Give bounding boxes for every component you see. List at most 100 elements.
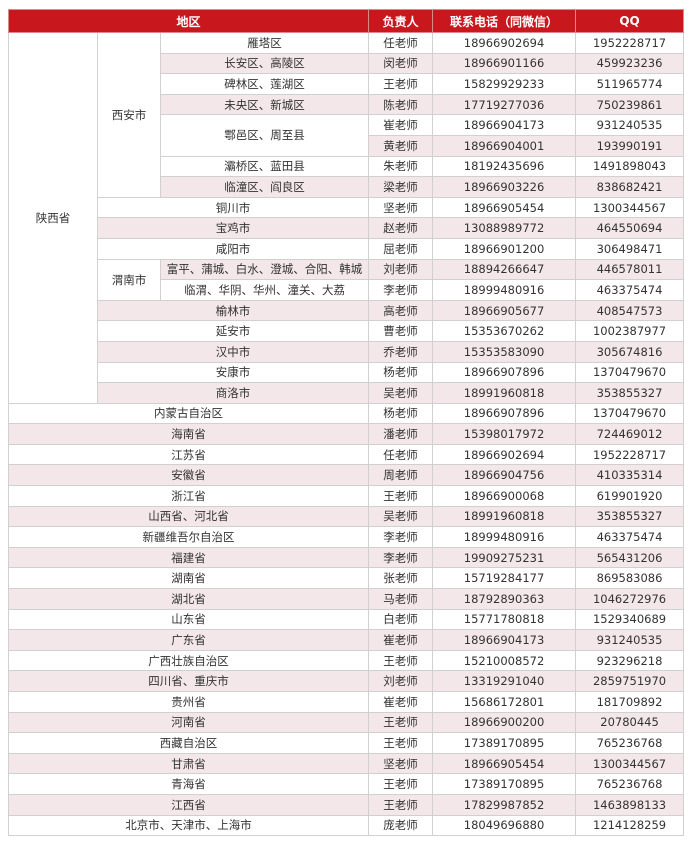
contact-person: 刘老师 — [368, 258, 434, 281]
header-row: 地区 负责人 联系电话（同微信） QQ — [7, 9, 685, 33]
table-row: 延安市 曹老师 15353670262 1002387977 — [9, 320, 685, 342]
qq: 464550694 — [575, 217, 685, 239]
region-level-1: 湖南省 — [7, 567, 370, 590]
table-row: 海南省 潘老师 15398017972 724469012 — [7, 423, 685, 445]
qq: 459923236 — [575, 52, 685, 75]
phone: 18966902694 — [432, 443, 577, 466]
region-level-1: 新疆维吾尔自治区 — [7, 526, 370, 548]
qq: 1046272976 — [575, 588, 685, 610]
qq: 765236768 — [575, 732, 685, 754]
phone: 18966903226 — [432, 176, 577, 198]
phone: 18966905454 — [432, 196, 577, 219]
contact-person: 朱老师 — [368, 155, 434, 178]
contact-person: 王老师 — [368, 649, 434, 672]
qq: 305674816 — [575, 340, 685, 363]
table-row: 灞桥区、蓝田县 朱老师 18192435696 1491898043 — [9, 155, 685, 178]
contact-person: 赵老师 — [368, 217, 434, 239]
region-level-1: 甘肃省 — [7, 752, 370, 775]
contact-person: 高老师 — [368, 299, 434, 322]
qq: 1463898133 — [575, 793, 685, 816]
region-level-1: 广东省 — [7, 629, 370, 651]
region-level-3: 长安区、高陵区 — [159, 52, 370, 75]
region-level-3: 临渭、华阴、华州、潼关、大荔 — [159, 279, 370, 301]
table-row: 青海省 王老师 17389170895 765236768 — [7, 773, 685, 795]
region-level-1: 江苏省 — [7, 443, 370, 466]
region-level-3: 雁塔区 — [159, 32, 370, 54]
region-level-1: 江西省 — [7, 793, 370, 816]
region-level-1: 海南省 — [7, 423, 370, 445]
phone: 18966901166 — [432, 52, 577, 75]
phone: 17389170895 — [432, 732, 577, 754]
phone: 19909275231 — [432, 546, 577, 569]
phone: 18792890363 — [432, 588, 577, 610]
region-level-2: 汉中市 — [96, 340, 370, 363]
region-level-1: 贵州省 — [7, 691, 370, 713]
region-level-2: 商洛市 — [96, 382, 370, 404]
contact-person: 王老师 — [368, 711, 434, 734]
phone: 18999480916 — [432, 526, 577, 548]
table-row: 湖南省 张老师 15719284177 869583086 — [7, 567, 685, 590]
contact-person: 马老师 — [368, 588, 434, 610]
table-row: 江苏省 任老师 18966902694 1952228717 — [7, 443, 685, 466]
qq: 1491898043 — [575, 155, 685, 178]
region-level-1: 青海省 — [7, 773, 370, 795]
phone: 17829987852 — [432, 793, 577, 816]
table-row: 广东省 崔老师 18966904173 931240535 — [7, 629, 685, 651]
qq: 306498471 — [575, 237, 685, 260]
table-row: 长安区、高陵区 闵老师 18966901166 459923236 — [9, 52, 685, 75]
qq: 869583086 — [575, 567, 685, 590]
qq: 20780445 — [575, 711, 685, 734]
contact-person: 任老师 — [368, 32, 434, 54]
qq: 1214128259 — [575, 814, 685, 837]
qq: 931240535 — [575, 629, 685, 651]
table-row: 河南省 王老师 18966900200 20780445 — [7, 711, 685, 734]
contact-person: 吴老师 — [368, 505, 434, 528]
contact-person: 崔老师 — [368, 114, 434, 136]
contact-person: 屈老师 — [368, 237, 434, 260]
table-row: 碑林区、莲湖区 王老师 15829929233 511965774 — [9, 73, 685, 95]
header-cell: QQ — [575, 9, 685, 33]
region-level-1: 湖北省 — [7, 588, 370, 610]
table-row: 内蒙古自治区 杨老师 18966907896 1370479670 — [7, 402, 685, 425]
contact-person: 刘老师 — [368, 670, 434, 692]
region-level-1: 河南省 — [7, 711, 370, 734]
qq: 765236768 — [575, 773, 685, 795]
table-row: 安康市 杨老师 18966907896 1370479670 — [9, 361, 685, 384]
table-row: 临潼区、阎良区 梁老师 18966903226 838682421 — [9, 176, 685, 198]
phone: 18966902694 — [432, 32, 577, 54]
contact-person: 张老师 — [368, 567, 434, 590]
qq: 410335314 — [575, 464, 685, 487]
qq: 463375474 — [575, 526, 685, 548]
region-level-1: 北京市、天津市、上海市 — [7, 814, 370, 837]
phone: 18049696880 — [432, 814, 577, 837]
contact-person: 白老师 — [368, 608, 434, 631]
region-level-2: 榆林市 — [96, 299, 370, 322]
region-level-1: 福建省 — [7, 546, 370, 569]
qq: 1300344567 — [575, 752, 685, 775]
region-level-1: 内蒙古自治区 — [7, 402, 370, 425]
contact-person: 曹老师 — [368, 320, 434, 342]
qq: 1952228717 — [575, 32, 685, 54]
phone: 18966907896 — [432, 402, 577, 425]
table-row: 山西省、河北省 吴老师 18991960818 353855327 — [7, 505, 685, 528]
contact-person: 李老师 — [368, 526, 434, 548]
table-row: 咸阳市 屈老师 18966901200 306498471 — [9, 237, 685, 260]
qq: 724469012 — [575, 423, 685, 445]
region-level-1: 山东省 — [7, 608, 370, 631]
region-level-1: 四川省、重庆市 — [7, 670, 370, 692]
table-row: 贵州省 崔老师 15686172801 181709892 — [7, 691, 685, 713]
contact-person: 王老师 — [368, 793, 434, 816]
header-cell: 负责人 — [368, 9, 434, 33]
contact-person: 王老师 — [368, 73, 434, 95]
table-row: 山东省 白老师 15771780818 1529340689 — [7, 608, 685, 631]
table-row: 铜川市 坚老师 18966905454 1300344567 — [9, 196, 685, 219]
contact-person: 杨老师 — [368, 402, 434, 425]
region-level-1: 山西省、河北省 — [7, 505, 370, 528]
region-level-3: 鄠邑区、周至县 — [159, 114, 370, 157]
qq: 1370479670 — [575, 361, 685, 384]
contact-person: 李老师 — [368, 546, 434, 569]
phone: 18966907896 — [432, 361, 577, 384]
contact-person: 吴老师 — [368, 382, 434, 404]
phone: 15771780818 — [432, 608, 577, 631]
